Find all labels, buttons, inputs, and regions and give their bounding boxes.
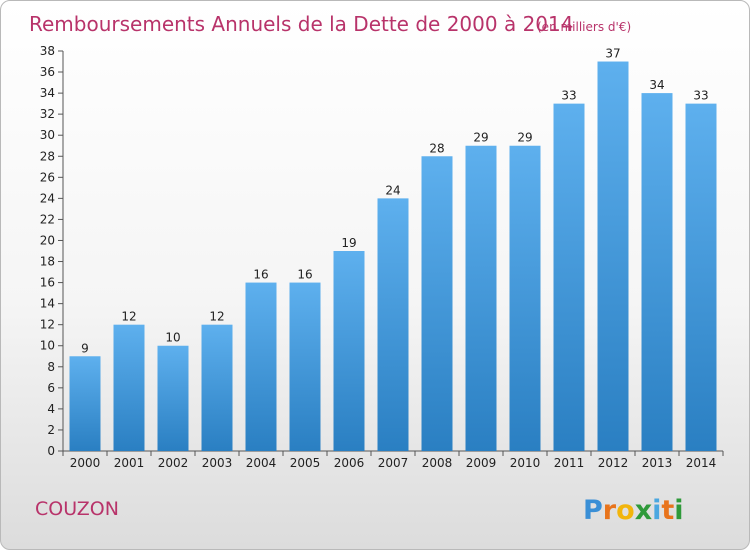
bar — [553, 103, 585, 451]
x-tick-label: 2009 — [466, 456, 497, 470]
x-tick-label: 2012 — [598, 456, 629, 470]
y-tick-label: 22 — [40, 212, 55, 226]
logo-letter: r — [603, 495, 617, 526]
x-tick-label: 2000 — [70, 456, 101, 470]
bar-value-label: 12 — [121, 310, 136, 324]
bar-value-label: 29 — [517, 131, 532, 145]
proxiti-logo: Proxiti — [583, 495, 684, 526]
y-tick-label: 14 — [40, 297, 55, 311]
x-tick-label: 2011 — [554, 456, 585, 470]
bar — [157, 345, 189, 451]
y-tick-label: 24 — [40, 191, 55, 205]
bar-value-label: 29 — [473, 131, 488, 145]
bar — [333, 251, 365, 451]
y-tick-label: 34 — [40, 86, 55, 100]
y-tick-label: 0 — [47, 444, 55, 458]
bar-value-label: 16 — [253, 268, 268, 282]
bar-value-label: 19 — [341, 236, 356, 250]
bar — [421, 156, 453, 451]
x-tick-label: 2008 — [422, 456, 453, 470]
bar — [245, 282, 277, 451]
bar — [641, 93, 673, 452]
y-tick-label: 30 — [40, 128, 55, 142]
bar — [377, 198, 409, 451]
x-tick-label: 2013 — [642, 456, 673, 470]
bar — [509, 145, 541, 451]
y-tick-label: 12 — [40, 318, 55, 332]
chart-unit: (en milliers d'€) — [537, 20, 631, 34]
logo-letter: o — [616, 495, 635, 526]
x-tick-label: 2003 — [202, 456, 233, 470]
bar-value-label: 10 — [165, 331, 180, 345]
bar-value-label: 34 — [649, 78, 664, 92]
logo-letter: x — [635, 495, 652, 526]
logo-letter: P — [583, 495, 603, 526]
bar — [113, 324, 145, 451]
x-tick-label: 2001 — [114, 456, 145, 470]
bar — [69, 356, 101, 451]
bar — [685, 103, 717, 451]
y-tick-label: 32 — [40, 107, 55, 121]
chart-title: Remboursements Annuels de la Dette de 20… — [29, 12, 573, 36]
x-tick-label: 2004 — [246, 456, 277, 470]
bar-series: 9 12 10 12 16 16 19 24 28 29 29 33 37 34 33 — [69, 47, 717, 452]
logo-letter: i — [652, 495, 661, 526]
bar — [465, 145, 497, 451]
x-tick-label: 2010 — [510, 456, 541, 470]
bar-value-label: 33 — [561, 89, 576, 103]
bar-value-label: 12 — [209, 310, 224, 324]
bar-value-label: 37 — [605, 47, 620, 61]
logo-letter: t — [661, 495, 674, 526]
bar — [597, 61, 629, 452]
bar-value-label: 28 — [429, 141, 444, 155]
y-tick-label: 28 — [40, 149, 55, 163]
bar — [289, 282, 321, 451]
y-tick-label: 4 — [47, 402, 55, 416]
y-tick-label: 2 — [47, 423, 55, 437]
bar-value-label: 16 — [297, 268, 312, 282]
x-tick-label: 2005 — [290, 456, 321, 470]
x-tick-label: 2014 — [686, 456, 717, 470]
y-tick-label: 36 — [40, 65, 55, 79]
y-tick-label: 26 — [40, 170, 55, 184]
x-tick-label: 2002 — [158, 456, 189, 470]
y-tick-label: 6 — [47, 381, 55, 395]
y-tick-label: 10 — [40, 339, 55, 353]
logo-letter: i — [674, 495, 683, 526]
commune-name: COUZON — [35, 498, 119, 520]
y-tick-label: 20 — [40, 233, 55, 247]
y-tick-label: 18 — [40, 255, 55, 269]
y-tick-label: 8 — [47, 360, 55, 374]
y-tick-label: 16 — [40, 276, 55, 290]
bar-value-label: 33 — [693, 89, 708, 103]
bar-value-label: 24 — [385, 183, 400, 197]
bar — [201, 324, 233, 451]
x-tick-label: 2007 — [378, 456, 409, 470]
y-tick-label: 38 — [40, 44, 55, 58]
bar-value-label: 9 — [81, 341, 89, 355]
x-tick-label: 2006 — [334, 456, 365, 470]
x-axis: 2000 2001 2002 2003 2004 2005 2006 2007 2008 2009… — [62, 450, 724, 470]
